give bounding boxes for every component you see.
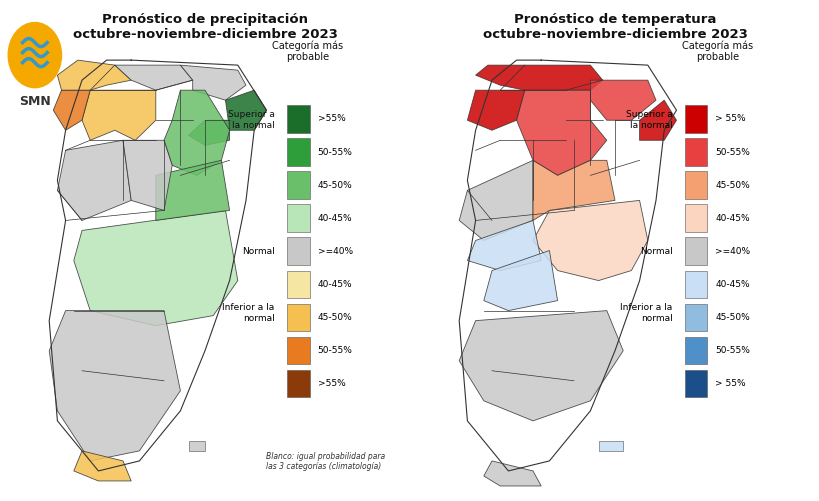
FancyBboxPatch shape [684, 204, 707, 232]
FancyBboxPatch shape [287, 370, 310, 397]
FancyBboxPatch shape [684, 271, 707, 298]
Text: Categoría más
probable: Categoría más probable [272, 40, 342, 62]
Text: 40-45%: 40-45% [318, 214, 352, 222]
Text: > 55%: > 55% [714, 115, 745, 123]
Text: 50-55%: 50-55% [714, 148, 749, 156]
Text: 45-50%: 45-50% [318, 313, 352, 322]
FancyBboxPatch shape [684, 304, 707, 331]
Text: 45-50%: 45-50% [318, 181, 352, 189]
Text: 50-55%: 50-55% [318, 148, 352, 156]
Text: Pronóstico de precipitación
octubre-noviembre-diciembre 2023: Pronóstico de precipitación octubre-novi… [72, 13, 337, 41]
Polygon shape [188, 441, 205, 451]
FancyBboxPatch shape [684, 171, 707, 199]
Polygon shape [590, 80, 655, 120]
FancyBboxPatch shape [287, 237, 310, 265]
Text: SMN: SMN [19, 95, 51, 108]
FancyBboxPatch shape [287, 271, 310, 298]
Polygon shape [532, 200, 647, 281]
FancyBboxPatch shape [287, 304, 310, 331]
Text: Superior a
la normal: Superior a la normal [625, 110, 672, 130]
Polygon shape [156, 160, 229, 220]
Polygon shape [74, 451, 131, 481]
Text: Superior a
la normal: Superior a la normal [228, 110, 274, 130]
Polygon shape [639, 100, 676, 140]
FancyBboxPatch shape [684, 105, 707, 133]
Text: > 55%: > 55% [714, 379, 745, 388]
FancyBboxPatch shape [684, 370, 707, 397]
Polygon shape [164, 90, 229, 175]
Circle shape [8, 23, 61, 88]
Text: Pronóstico de temperatura
octubre-noviembre-diciembre 2023: Pronóstico de temperatura octubre-noviem… [482, 13, 747, 41]
Polygon shape [467, 220, 541, 271]
Polygon shape [123, 140, 172, 210]
Polygon shape [57, 140, 131, 220]
Text: 50-55%: 50-55% [318, 346, 352, 355]
Text: Inferior a la
normal: Inferior a la normal [619, 303, 672, 323]
Polygon shape [475, 65, 602, 90]
Polygon shape [459, 311, 622, 421]
FancyBboxPatch shape [287, 337, 310, 364]
FancyBboxPatch shape [684, 337, 707, 364]
Polygon shape [483, 461, 541, 486]
Text: >=40%: >=40% [714, 247, 749, 256]
FancyBboxPatch shape [287, 204, 310, 232]
Polygon shape [57, 60, 131, 90]
Text: 40-45%: 40-45% [318, 280, 352, 289]
FancyBboxPatch shape [287, 105, 310, 133]
Polygon shape [532, 160, 614, 220]
Polygon shape [180, 65, 246, 100]
Polygon shape [483, 250, 557, 311]
Polygon shape [82, 90, 156, 140]
Text: 50-55%: 50-55% [714, 346, 749, 355]
Polygon shape [598, 441, 622, 451]
Text: 40-45%: 40-45% [714, 214, 749, 222]
Text: >55%: >55% [318, 115, 345, 123]
Text: >55%: >55% [318, 379, 345, 388]
Polygon shape [74, 210, 238, 326]
Polygon shape [53, 90, 90, 130]
Polygon shape [49, 311, 180, 461]
Text: 45-50%: 45-50% [714, 181, 749, 189]
Polygon shape [115, 65, 192, 90]
Polygon shape [459, 160, 532, 240]
Polygon shape [225, 90, 266, 130]
Polygon shape [516, 90, 606, 175]
Text: Blanco: igual probabilidad para
las 3 categorías (climatología): Blanco: igual probabilidad para las 3 ca… [266, 451, 385, 471]
Text: 45-50%: 45-50% [714, 313, 749, 322]
Text: Categoría más
probable: Categoría más probable [681, 40, 752, 62]
FancyBboxPatch shape [684, 138, 707, 166]
FancyBboxPatch shape [287, 138, 310, 166]
Text: Normal: Normal [639, 247, 672, 256]
FancyBboxPatch shape [287, 171, 310, 199]
Text: >=40%: >=40% [318, 247, 352, 256]
Polygon shape [188, 120, 229, 145]
Polygon shape [467, 90, 524, 130]
FancyBboxPatch shape [684, 237, 707, 265]
Text: 40-45%: 40-45% [714, 280, 749, 289]
Text: Normal: Normal [242, 247, 274, 256]
Text: Inferior a la
normal: Inferior a la normal [222, 303, 274, 323]
